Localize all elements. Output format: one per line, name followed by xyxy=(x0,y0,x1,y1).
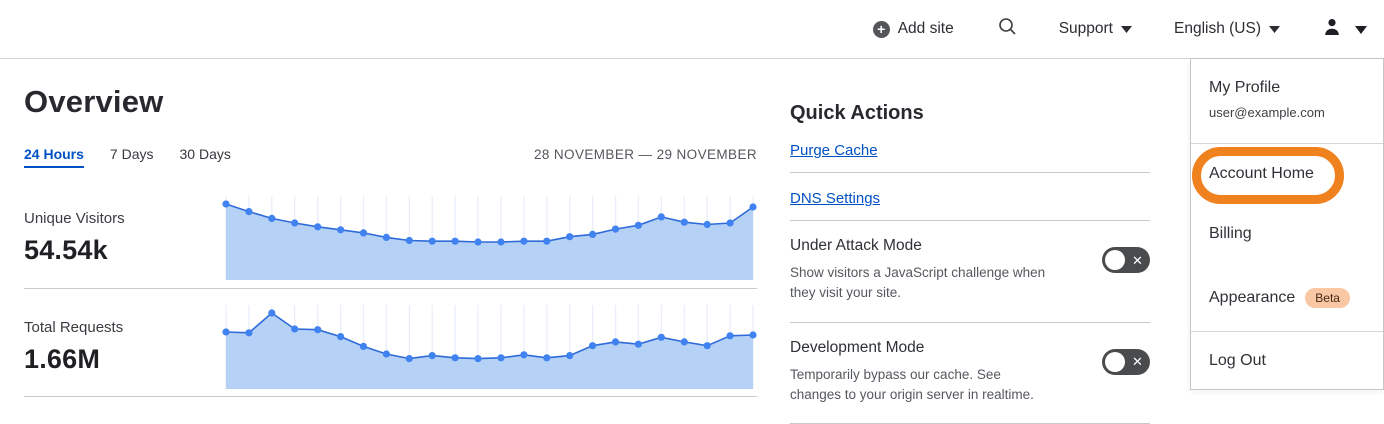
user-email: user@example.com xyxy=(1209,105,1365,120)
total-requests-meta: Total Requests 1.66M xyxy=(24,305,222,375)
billing-menu-item[interactable]: Billing xyxy=(1191,204,1383,264)
under-attack-mode-toggle[interactable]: ✕ xyxy=(1102,247,1150,273)
language-label: English (US) xyxy=(1174,20,1261,38)
search-icon xyxy=(998,17,1017,41)
unique-visitors-value: 54.54k xyxy=(24,235,222,266)
appearance-label: Appearance xyxy=(1209,289,1295,307)
under-attack-mode-title: Under Attack Mode xyxy=(790,237,1048,255)
user-account-menu-button[interactable] xyxy=(1322,18,1366,41)
date-range-label: 28 NOVEMBER — 29 NOVEMBER xyxy=(534,147,757,162)
add-site-label: Add site xyxy=(898,20,954,38)
toggle-off-x-icon: ✕ xyxy=(1132,355,1143,368)
total-requests-area-chart[interactable] xyxy=(222,305,757,389)
user-account-dropdown-menu: My Profile user@example.com Account Home… xyxy=(1190,58,1384,390)
time-range-tabs: 24 Hours 7 Days 30 Days 28 NOVEMBER — 29… xyxy=(24,146,757,168)
user-avatar-icon xyxy=(1322,18,1342,41)
log-out-menu-item[interactable]: Log Out xyxy=(1191,332,1383,389)
chevron-down-icon xyxy=(1121,26,1132,33)
purge-cache-row: Purge Cache xyxy=(790,125,1150,173)
page-title: Overview xyxy=(24,84,757,120)
support-label: Support xyxy=(1059,20,1113,38)
my-profile-menu-item[interactable]: My Profile user@example.com xyxy=(1191,59,1383,144)
unique-visitors-label: Unique Visitors xyxy=(24,210,222,227)
total-requests-row: Total Requests 1.66M xyxy=(24,288,757,396)
total-requests-value: 1.66M xyxy=(24,344,222,375)
under-attack-mode-description: Show visitors a JavaScript challenge whe… xyxy=(790,263,1048,304)
development-mode-description: Temporarily bypass our cache. See change… xyxy=(790,365,1048,406)
account-home-menu-item[interactable]: Account Home xyxy=(1191,144,1383,204)
toggle-knob xyxy=(1105,250,1125,270)
log-out-label: Log Out xyxy=(1209,352,1266,370)
under-attack-mode-text: Under Attack Mode Show visitors a JavaSc… xyxy=(790,237,1048,304)
unique-visitors-row: Unique Visitors 54.54k xyxy=(24,180,757,288)
search-button[interactable] xyxy=(998,17,1017,41)
unique-visitors-area-chart[interactable] xyxy=(222,196,757,280)
appearance-menu-item[interactable]: Appearance Beta xyxy=(1191,264,1383,332)
quick-actions-title: Quick Actions xyxy=(790,102,1150,125)
analytics-overview-section: Overview 24 Hours 7 Days 30 Days 28 NOVE… xyxy=(24,84,757,397)
support-menu-button[interactable]: Support xyxy=(1059,20,1132,38)
add-site-button[interactable]: + Add site xyxy=(873,20,954,38)
toggle-off-x-icon: ✕ xyxy=(1132,254,1143,267)
tab-24-hours[interactable]: 24 Hours xyxy=(24,146,84,168)
development-mode-row: Development Mode Temporarily bypass our … xyxy=(790,323,1150,424)
add-site-plus-icon: + xyxy=(873,21,890,38)
billing-label: Billing xyxy=(1209,225,1252,243)
language-menu-button[interactable]: English (US) xyxy=(1174,20,1280,38)
chevron-down-icon xyxy=(1269,26,1280,33)
development-mode-toggle[interactable]: ✕ xyxy=(1102,349,1150,375)
tab-30-days[interactable]: 30 Days xyxy=(180,146,231,166)
dns-settings-row: DNS Settings xyxy=(790,173,1150,221)
under-attack-mode-row: Under Attack Mode Show visitors a JavaSc… xyxy=(790,221,1150,323)
my-profile-label: My Profile xyxy=(1209,79,1365,97)
development-mode-text: Development Mode Temporarily bypass our … xyxy=(790,339,1048,406)
purge-cache-link[interactable]: Purge Cache xyxy=(790,142,878,159)
beta-badge: Beta xyxy=(1305,288,1350,308)
top-navigation-bar: + Add site Support English (US) xyxy=(0,0,1384,59)
chevron-down-icon xyxy=(1355,26,1366,33)
dns-settings-link[interactable]: DNS Settings xyxy=(790,190,880,207)
tab-7-days[interactable]: 7 Days xyxy=(110,146,154,166)
development-mode-title: Development Mode xyxy=(790,339,1048,357)
quick-actions-panel: Quick Actions Purge Cache DNS Settings U… xyxy=(790,102,1150,424)
account-home-label: Account Home xyxy=(1209,165,1314,183)
stats-rows: Unique Visitors 54.54k Total Requests 1.… xyxy=(24,180,757,397)
total-requests-label: Total Requests xyxy=(24,319,222,336)
unique-visitors-meta: Unique Visitors 54.54k xyxy=(24,196,222,266)
toggle-knob xyxy=(1105,352,1125,372)
